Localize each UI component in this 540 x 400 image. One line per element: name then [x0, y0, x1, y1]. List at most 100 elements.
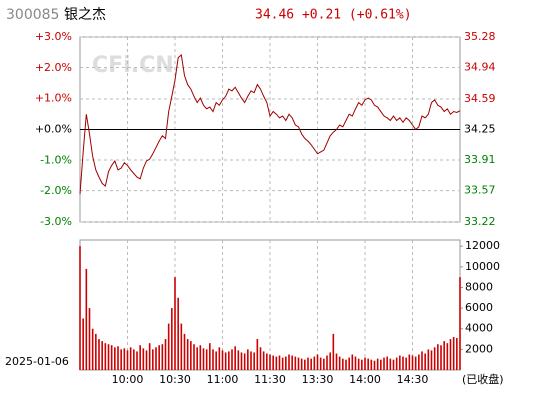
market-status: (已收盘): [462, 372, 504, 386]
volume-bar: [221, 350, 224, 370]
volume-bar: [202, 348, 205, 370]
y2-tick-label: -1.0%: [40, 153, 72, 166]
volume-bar: [114, 347, 116, 370]
volume-bar: [294, 356, 297, 370]
volume-bar: [228, 351, 230, 370]
y-tick-label: 2000: [465, 342, 493, 355]
volume-bar: [171, 308, 173, 370]
volume-bar: [414, 356, 417, 370]
price-line: [79, 53, 461, 195]
volume-bar: [199, 345, 202, 370]
volume-bar: [452, 336, 455, 370]
volume-bar: [326, 355, 328, 370]
volume-bar: [205, 349, 208, 370]
x-tick-label: 10:00: [112, 373, 144, 386]
volume-bar: [389, 358, 392, 370]
volume-bar: [164, 339, 167, 370]
stock-quote: 34.46 +0.21 (+0.61%): [255, 8, 412, 23]
volume-bar: [196, 347, 198, 370]
volume-bar: [186, 339, 189, 370]
volume-bar: [411, 355, 414, 370]
volume-bar: [323, 358, 325, 370]
volume-bar: [300, 358, 303, 370]
volume-bar: [319, 357, 322, 370]
volume-bar: [269, 354, 271, 370]
volume-bar: [98, 339, 100, 370]
volume-bar: [133, 349, 135, 370]
volume-bar: [383, 357, 385, 370]
volume-bar: [367, 358, 369, 370]
volume-bar: [430, 350, 433, 370]
volume-bar: [190, 341, 192, 370]
volume-bar: [104, 343, 107, 370]
y-tick-label: 33.57: [464, 184, 496, 197]
y-tick-label: 34.94: [464, 61, 496, 74]
volume-bar: [449, 339, 452, 370]
volume-bar: [316, 354, 319, 370]
volume-bar: [183, 333, 186, 370]
volume-bar: [266, 353, 268, 370]
volume-bar: [443, 341, 445, 370]
volume-bar: [304, 359, 306, 370]
volume-bar: [440, 345, 442, 370]
volume-bar: [218, 347, 221, 370]
volume-bar: [174, 277, 176, 370]
volume-bar: [148, 343, 151, 370]
y-tick-label: 6000: [465, 301, 493, 314]
volume-bar: [297, 357, 300, 370]
volume-bar: [275, 356, 278, 370]
volume-bar: [329, 352, 331, 370]
y2-tick-label: +2.0%: [35, 61, 72, 74]
volume-bar: [158, 345, 160, 370]
volume-bar: [418, 354, 420, 370]
volume-bar: [152, 349, 154, 370]
volume-bar: [161, 344, 164, 370]
volume-bar: [231, 349, 233, 370]
volume-bar: [253, 352, 255, 370]
x-tick-label: 13:30: [302, 373, 334, 386]
volume-bar: [212, 349, 214, 370]
volume-bar: [313, 356, 316, 370]
volume-bar: [402, 356, 404, 370]
volume-bar: [373, 360, 376, 370]
x-tick-label: 11:30: [254, 373, 286, 386]
volume-bar: [180, 323, 183, 370]
y-tick-label: 8000: [465, 280, 493, 293]
volume-bar: [155, 347, 157, 370]
volume-bar: [392, 359, 395, 370]
volume-bar: [408, 354, 411, 370]
volume-bar: [310, 358, 312, 370]
volume-bar: [224, 352, 227, 370]
volume-bar: [399, 355, 401, 370]
volume-bar: [364, 357, 366, 370]
volume-bar: [386, 356, 388, 370]
date-label: 2025-01-06: [5, 355, 69, 368]
volume-bar: [345, 359, 347, 370]
y-tick-label: 4000: [465, 322, 493, 335]
stock-code: 300085: [6, 7, 59, 23]
volume-bar: [209, 343, 211, 370]
volume-bar: [459, 277, 461, 370]
volume-bar: [456, 338, 458, 370]
volume-bar: [123, 348, 126, 370]
volume-bar: [338, 356, 341, 370]
volume-bar: [376, 358, 379, 370]
volume-bar: [348, 357, 350, 370]
y-tick-label: 33.22: [464, 215, 496, 228]
volume-bar: [262, 351, 265, 370]
volume-bar: [120, 349, 122, 370]
volume-bar: [237, 350, 240, 370]
y-tick-label: 10000: [465, 260, 500, 273]
y-tick-label: 12000: [465, 239, 500, 252]
volume-bar: [405, 357, 407, 370]
volume-bar: [240, 352, 243, 370]
volume-bar: [446, 343, 449, 370]
volume-bar: [421, 351, 423, 370]
volume-bar: [395, 357, 398, 370]
y2-tick-label: -2.0%: [40, 184, 72, 197]
volume-bar: [256, 339, 259, 370]
volume-bar: [354, 356, 357, 370]
volume-bar: [101, 341, 103, 370]
volume-bar: [79, 246, 81, 370]
